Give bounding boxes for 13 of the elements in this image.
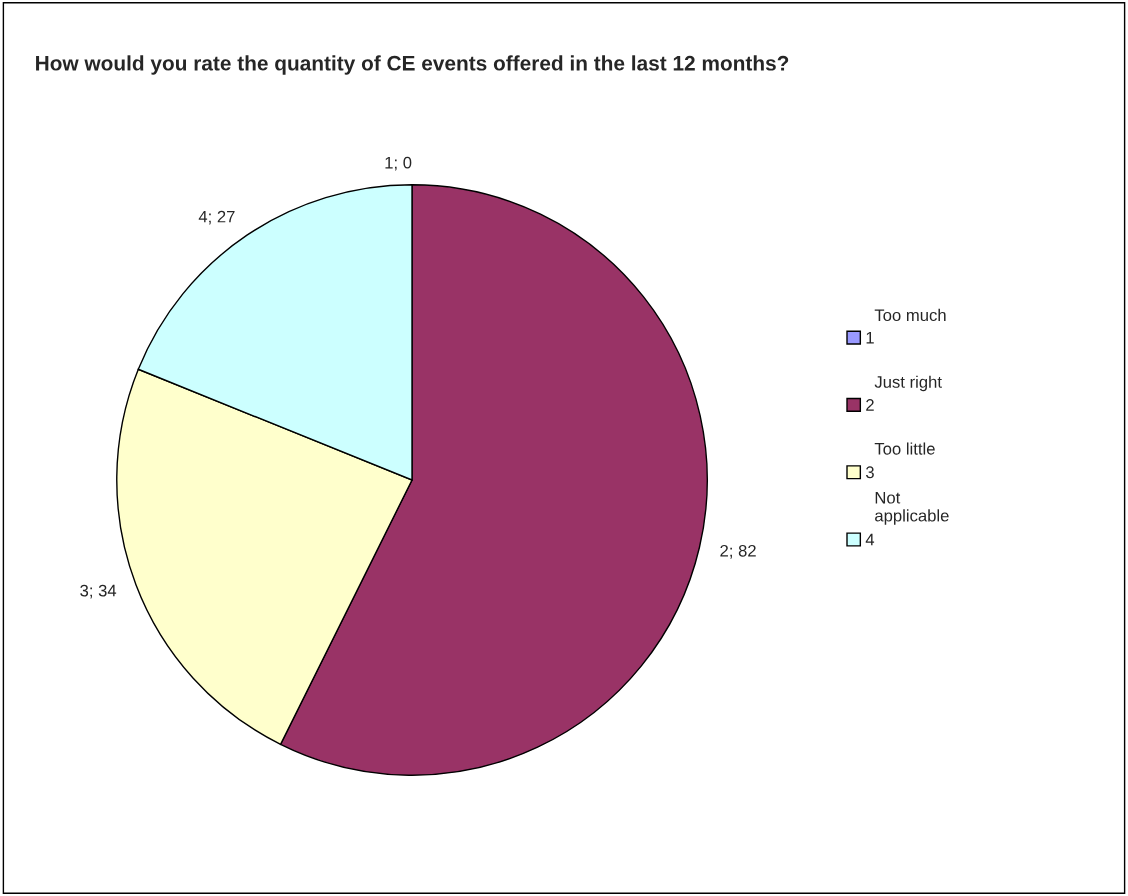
text: Too much — [874, 308, 946, 322]
data-label: 3; 34 — [80, 584, 117, 599]
text: Not applicable — [875, 491, 949, 525]
legend-label: 4 — [865, 533, 875, 546]
legend-label: 1 — [866, 331, 874, 344]
legend-label: 3 — [865, 466, 874, 479]
text: Just right — [874, 375, 942, 392]
legend-label: 2 — [866, 399, 874, 411]
text: 1; 0 — [385, 156, 412, 171]
data-label: 4; 27 — [198, 210, 235, 225]
chart-title: How would you rate the quantity of CE events offered in the last 12 months? — [36, 55, 789, 75]
data-label: 2; 82 — [720, 544, 756, 559]
text: Too little — [874, 442, 935, 455]
